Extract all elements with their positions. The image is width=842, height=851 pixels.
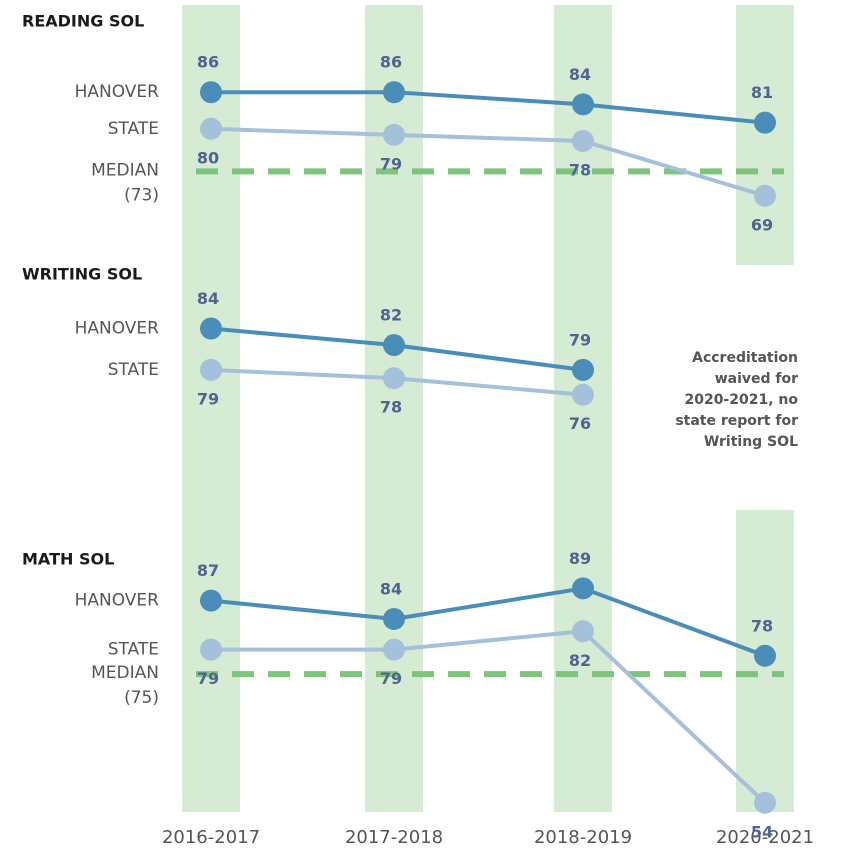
point <box>383 123 405 146</box>
column-band <box>182 265 240 510</box>
data-label: 79 <box>380 669 402 688</box>
x-tick-label: 2017-2018 <box>345 827 443 848</box>
data-label: 84 <box>197 289 219 308</box>
data-label: 79 <box>380 154 402 173</box>
point <box>572 358 594 381</box>
x-tick-label: 2018-2019 <box>534 827 632 848</box>
median-label: MEDIAN <box>91 160 159 180</box>
point <box>754 184 776 207</box>
panel-title: READING SOL <box>22 12 144 31</box>
data-label: 89 <box>569 549 591 568</box>
panel-title: MATH SOL <box>22 550 114 569</box>
series-line <box>210 126 766 198</box>
series-line <box>210 586 766 658</box>
point <box>754 791 776 814</box>
point <box>572 383 594 406</box>
data-label: 76 <box>569 414 591 433</box>
point <box>572 129 594 152</box>
point <box>383 334 405 357</box>
column-band <box>554 510 612 812</box>
point <box>200 358 222 381</box>
x-tick-label: 2016-2017 <box>162 827 260 848</box>
series-name: HANOVER <box>75 82 160 102</box>
point <box>754 111 776 134</box>
point <box>200 117 222 140</box>
point <box>383 367 405 390</box>
data-label: 84 <box>380 580 402 599</box>
series-line <box>211 90 766 125</box>
data-label: 86 <box>380 53 402 72</box>
data-label: 80 <box>197 148 219 167</box>
panel-title: WRITING SOL <box>22 265 142 284</box>
data-label: 78 <box>751 616 773 635</box>
column-bands <box>182 5 794 812</box>
point <box>754 644 776 667</box>
annotation: waived for <box>715 371 798 387</box>
column-band <box>736 5 794 265</box>
annotation: state report for <box>675 413 798 429</box>
annotation: Writing SOL <box>704 434 798 450</box>
series-name: STATE <box>108 119 159 139</box>
point <box>383 81 405 104</box>
column-band <box>365 510 423 812</box>
data-label: 54 <box>751 822 773 841</box>
data-label: 79 <box>197 669 219 688</box>
data-label: 84 <box>569 65 591 84</box>
median-label: MEDIAN <box>91 663 159 683</box>
point <box>572 577 594 600</box>
point <box>383 608 405 630</box>
point <box>200 589 222 612</box>
data-label: 82 <box>380 306 402 325</box>
point <box>200 317 222 340</box>
column-band <box>182 510 240 812</box>
point <box>200 81 222 104</box>
series-name: HANOVER <box>75 319 160 339</box>
median-value-label: (75) <box>124 688 159 708</box>
data-label: 78 <box>380 398 402 417</box>
data-label: 87 <box>197 561 219 580</box>
data-label: 82 <box>569 651 591 670</box>
series-name: STATE <box>108 640 159 660</box>
data-label: 69 <box>751 215 773 234</box>
series-line <box>211 629 767 805</box>
point <box>572 620 594 643</box>
point <box>383 638 405 661</box>
x-tick-label: 2020-2021 <box>716 827 814 848</box>
point <box>200 638 222 661</box>
series-name: HANOVER <box>75 591 160 611</box>
data-label: 79 <box>569 330 591 349</box>
data-label: 78 <box>569 160 591 179</box>
annotation: Accreditation <box>692 350 798 366</box>
series-name: STATE <box>108 360 159 380</box>
data-label: 81 <box>751 83 773 102</box>
data-label: 79 <box>197 389 219 408</box>
data-label: 86 <box>197 53 219 72</box>
annotation: 2020-2021, no <box>684 392 798 408</box>
median-value-label: (73) <box>124 185 159 205</box>
point <box>572 93 594 116</box>
